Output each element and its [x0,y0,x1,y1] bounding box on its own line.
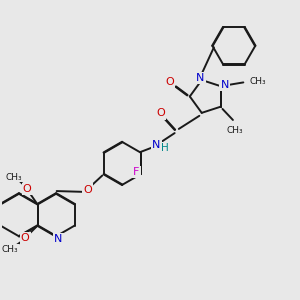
Text: O: O [166,76,174,87]
Text: N: N [54,234,63,244]
Text: O: O [23,184,32,194]
Text: H: H [160,143,168,153]
Text: O: O [21,233,29,243]
Text: CH₃: CH₃ [2,245,19,254]
Text: N: N [152,140,161,150]
Text: CH₃: CH₃ [226,126,243,135]
Text: CH₃: CH₃ [5,173,22,182]
Text: F: F [133,167,140,177]
Text: N: N [220,80,229,90]
Text: N: N [196,73,204,82]
Text: O: O [83,184,92,195]
Text: CH₃: CH₃ [250,77,266,86]
Text: O: O [156,108,165,118]
